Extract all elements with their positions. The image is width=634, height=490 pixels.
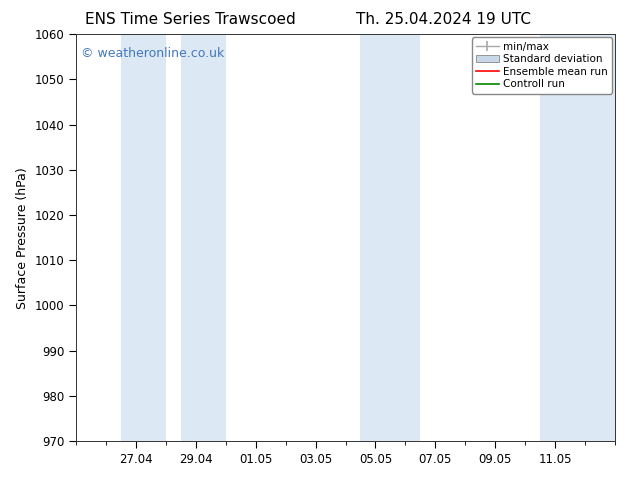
Bar [361, 34, 391, 441]
Text: © weatheronline.co.uk: © weatheronline.co.uk [81, 47, 224, 59]
Legend: min/max, Standard deviation, Ensemble mean run, Controll run: min/max, Standard deviation, Ensemble me… [472, 37, 612, 94]
Text: Th. 25.04.2024 19 UTC: Th. 25.04.2024 19 UTC [356, 12, 531, 27]
Bar [391, 34, 420, 441]
Text: ENS Time Series Trawscoed: ENS Time Series Trawscoed [85, 12, 295, 27]
Bar [121, 34, 166, 441]
Bar [181, 34, 226, 441]
Bar [540, 34, 615, 441]
Y-axis label: Surface Pressure (hPa): Surface Pressure (hPa) [16, 167, 29, 309]
